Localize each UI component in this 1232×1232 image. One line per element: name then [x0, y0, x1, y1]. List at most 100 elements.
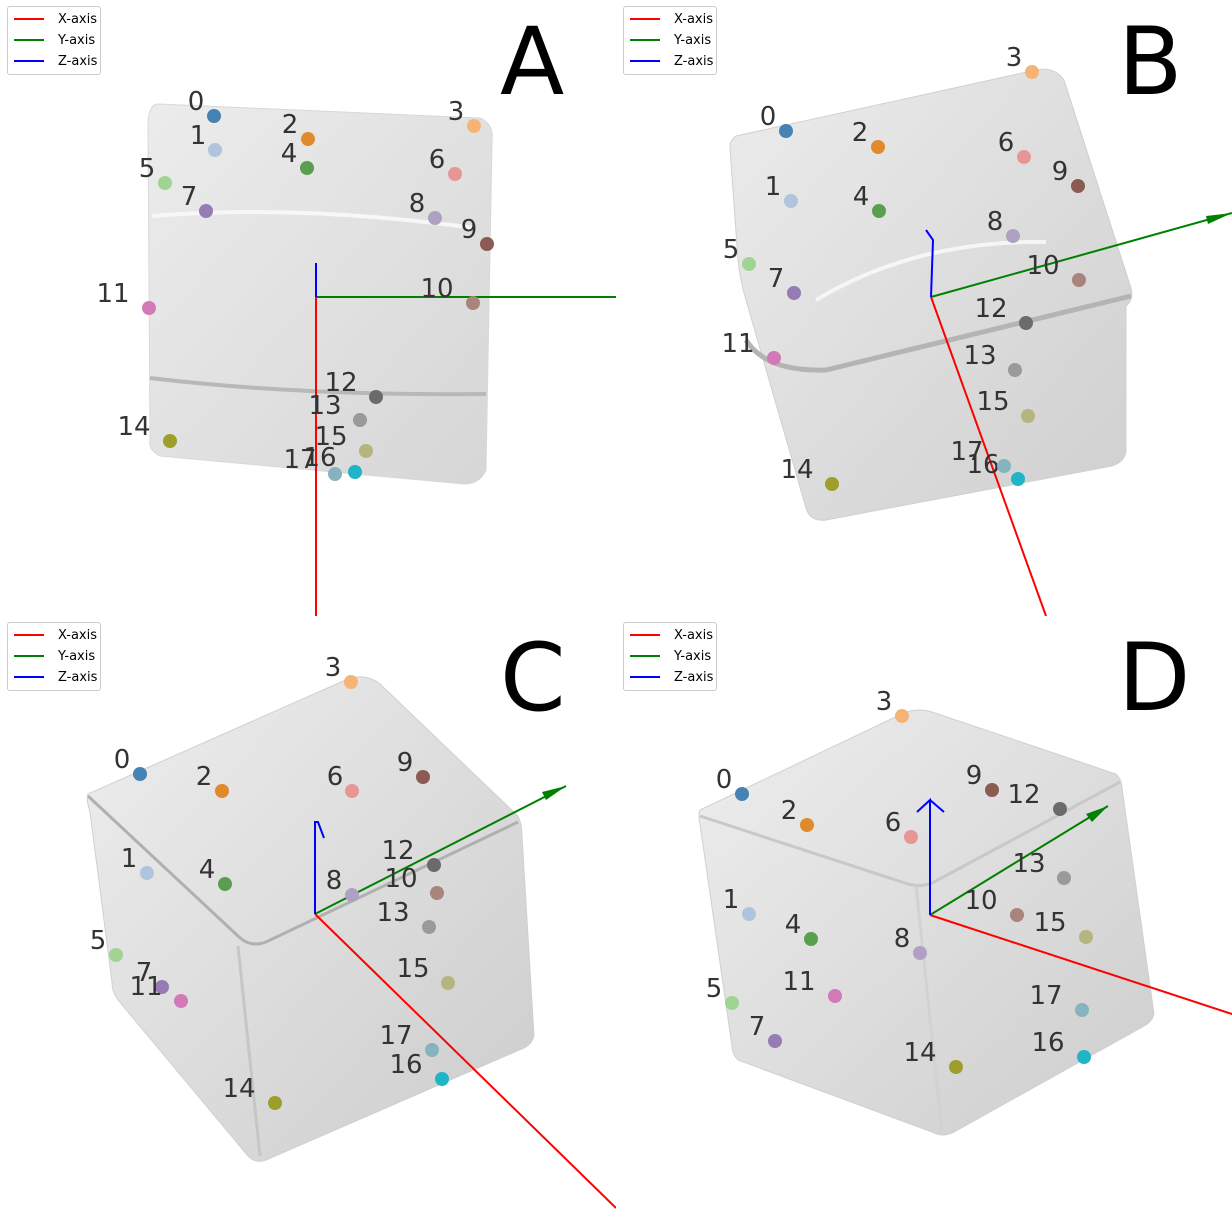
- point-label-12: 12: [1007, 780, 1040, 810]
- point-marker-11: [828, 989, 842, 1003]
- point-marker-6: [904, 830, 918, 844]
- point-marker-9: [416, 770, 430, 784]
- point-label-16: 16: [389, 1050, 422, 1080]
- point-label-7: 7: [181, 182, 198, 212]
- z-axis-line: [314, 821, 325, 914]
- legend-line-z: [14, 60, 44, 62]
- legend-line-z: [630, 60, 660, 62]
- point-marker-3: [895, 709, 909, 723]
- point-marker-12: [1019, 316, 1033, 330]
- point-marker-4: [300, 161, 314, 175]
- point-label-9: 9: [966, 761, 983, 791]
- point-marker-8: [345, 888, 359, 902]
- point-marker-14: [268, 1096, 282, 1110]
- point-label-9: 9: [397, 748, 414, 778]
- panel-c: 0 1 2 3 4 5 6 7 8 9 10 11 12 13 14 15 16 17 X-axis Y-axis…: [0, 616, 616, 1232]
- legend-item-z: Z-axis: [630, 669, 713, 685]
- legend-item-z: Z-axis: [14, 53, 97, 69]
- y-axis-arrow: [1086, 806, 1108, 822]
- y-axis-line: [929, 805, 1109, 916]
- legend-line-y: [14, 655, 44, 657]
- point-label-13: 13: [1012, 849, 1045, 879]
- point-label-16: 16: [303, 443, 336, 473]
- panel-d: 0 1 2 3 4 5 6 7 8 9 10 11 12 13 14 15 16 17 X-axis Y-axis…: [616, 616, 1232, 1232]
- point-label-0: 0: [114, 745, 131, 775]
- point-marker-17: [1075, 1003, 1089, 1017]
- point-marker-2: [871, 140, 885, 154]
- point-marker-12: [369, 390, 383, 404]
- point-marker-10: [1072, 273, 1086, 287]
- cube-edge: [914, 885, 944, 1133]
- point-label-1: 1: [190, 121, 207, 151]
- point-label-0: 0: [760, 102, 777, 132]
- legend-label: Z-axis: [674, 53, 714, 69]
- point-label-17: 17: [379, 1021, 412, 1051]
- point-label-9: 9: [461, 215, 478, 245]
- panel-a: 0 1 2 3 4 5 6 7 8 9 10 11 12 13 14 15 16 17 X-axis Y-axis…: [0, 0, 616, 616]
- point-label-11: 11: [96, 279, 129, 309]
- legend-item-x: X-axis: [14, 627, 97, 643]
- legend-label: X-axis: [674, 627, 713, 643]
- point-marker-15: [1021, 409, 1035, 423]
- legend-item-y: Y-axis: [14, 32, 95, 48]
- point-label-10: 10: [1026, 251, 1059, 281]
- z-axis-line: [916, 797, 945, 915]
- point-label-12: 12: [324, 368, 357, 398]
- point-label-15: 15: [976, 387, 1009, 417]
- legend-line-z: [14, 676, 44, 678]
- cube-edge: [149, 376, 487, 397]
- point-label-15: 15: [1033, 908, 1066, 938]
- legend: X-axis Y-axis Z-axis: [7, 622, 101, 691]
- cube-edge: [699, 780, 1121, 888]
- point-marker-3: [344, 675, 358, 689]
- point-marker-0: [133, 767, 147, 781]
- point-marker-10: [430, 886, 444, 900]
- point-label-1: 1: [765, 172, 782, 202]
- legend-line-y: [14, 39, 44, 41]
- point-marker-16: [348, 465, 362, 479]
- legend-item-x: X-axis: [630, 11, 713, 27]
- point-marker-16: [1011, 472, 1025, 486]
- point-marker-1: [784, 194, 798, 208]
- legend-item-y: Y-axis: [630, 32, 711, 48]
- point-marker-4: [804, 932, 818, 946]
- point-marker-10: [466, 296, 480, 310]
- point-label-5: 5: [139, 154, 156, 184]
- point-label-13: 13: [376, 898, 409, 928]
- point-label-4: 4: [785, 910, 802, 940]
- point-marker-15: [1079, 930, 1093, 944]
- legend-label: Y-axis: [58, 32, 96, 48]
- point-marker-0: [779, 124, 793, 138]
- point-label-1: 1: [723, 885, 740, 915]
- point-marker-8: [913, 946, 927, 960]
- point-marker-14: [825, 477, 839, 491]
- legend: X-axis Y-axis Z-axis: [623, 622, 717, 691]
- point-label-13: 13: [308, 391, 341, 421]
- legend-item-x: X-axis: [14, 11, 97, 27]
- legend-item-y: Y-axis: [14, 648, 95, 664]
- point-marker-11: [174, 994, 188, 1008]
- point-label-14: 14: [903, 1038, 936, 1068]
- point-marker-7: [768, 1034, 782, 1048]
- point-label-7: 7: [749, 1012, 766, 1042]
- panel-letter: D: [1118, 624, 1191, 733]
- legend-line-y: [630, 655, 660, 657]
- point-marker-4: [218, 877, 232, 891]
- point-marker-13: [422, 920, 436, 934]
- point-marker-7: [155, 980, 169, 994]
- legend-line-y: [630, 39, 660, 41]
- legend-label: Y-axis: [674, 32, 712, 48]
- point-label-1: 1: [121, 844, 138, 874]
- panel-letter: B: [1118, 8, 1183, 117]
- legend-label: Y-axis: [674, 648, 712, 664]
- x-axis-line: [930, 296, 1047, 616]
- point-label-11: 11: [129, 972, 162, 1002]
- point-label-0: 0: [716, 765, 733, 795]
- legend-label: Z-axis: [674, 669, 714, 685]
- point-label-8: 8: [894, 924, 911, 954]
- point-marker-5: [725, 996, 739, 1010]
- point-marker-16: [1077, 1050, 1091, 1064]
- point-label-8: 8: [987, 207, 1004, 237]
